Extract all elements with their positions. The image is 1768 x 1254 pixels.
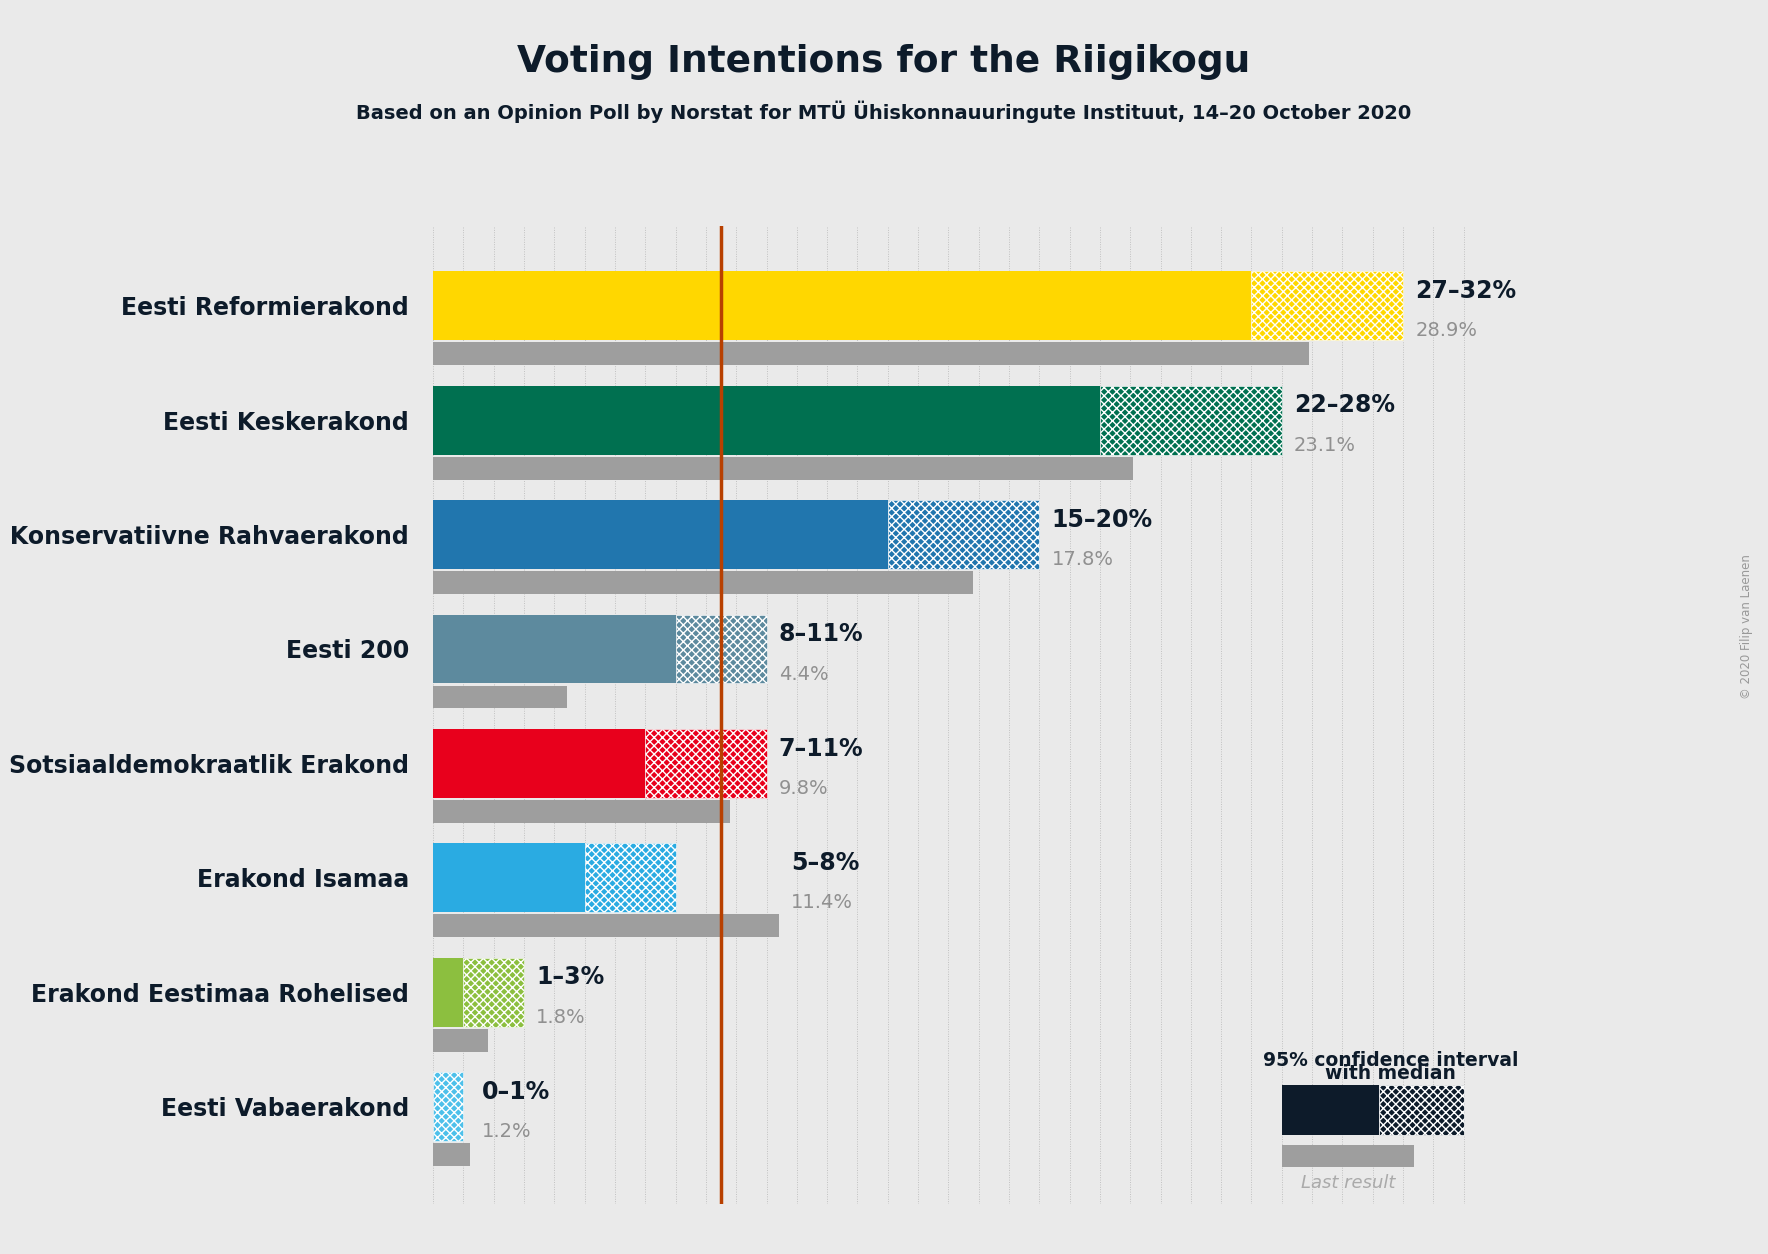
Bar (433, 686, 566, 709)
Text: 28.9%: 28.9% (1414, 321, 1476, 341)
Bar (433, 572, 972, 594)
Bar (1252, 271, 1404, 340)
Text: Based on an Opinion Poll by Norstat for MTÜ Ühiskonnauuringute Instituut, 14–20 : Based on an Opinion Poll by Norstat for … (357, 100, 1411, 123)
Bar (433, 500, 888, 569)
Bar (433, 271, 1252, 340)
Text: 0–1%: 0–1% (481, 1080, 550, 1104)
Bar (433, 614, 675, 683)
Text: 5–8%: 5–8% (790, 851, 859, 875)
Bar (645, 729, 767, 798)
Text: © 2020 Filip van Laenen: © 2020 Filip van Laenen (1740, 554, 1754, 700)
Bar (433, 729, 645, 798)
Bar (433, 342, 1308, 365)
Bar (433, 456, 1133, 480)
Text: 4.4%: 4.4% (778, 665, 827, 683)
Text: 7–11%: 7–11% (778, 736, 863, 760)
Bar (433, 1144, 470, 1166)
Bar (888, 500, 1040, 569)
Bar (433, 1028, 488, 1052)
Text: Last result: Last result (1301, 1174, 1395, 1191)
Text: 15–20%: 15–20% (1052, 508, 1153, 532)
Bar (433, 386, 1100, 454)
Text: 8–11%: 8–11% (778, 622, 863, 646)
Bar (433, 844, 585, 912)
Text: 11.4%: 11.4% (790, 893, 852, 913)
Bar (1100, 386, 1282, 454)
Bar (585, 844, 675, 912)
Bar (433, 800, 730, 823)
Bar (433, 1072, 463, 1141)
Bar (433, 958, 463, 1027)
Bar (675, 614, 767, 683)
Bar (433, 914, 778, 937)
Text: 23.1%: 23.1% (1294, 436, 1356, 455)
Text: 95% confidence interval: 95% confidence interval (1262, 1051, 1519, 1070)
Text: 17.8%: 17.8% (1052, 551, 1114, 569)
Text: with median: with median (1324, 1065, 1457, 1083)
Text: 1.2%: 1.2% (481, 1122, 530, 1141)
Bar (463, 958, 523, 1027)
Text: Voting Intentions for the Riigikogu: Voting Intentions for the Riigikogu (518, 44, 1250, 80)
Text: 9.8%: 9.8% (778, 779, 827, 798)
Text: 27–32%: 27–32% (1414, 278, 1517, 303)
Text: 1.8%: 1.8% (536, 1008, 585, 1027)
Text: 22–28%: 22–28% (1294, 394, 1395, 418)
Text: 1–3%: 1–3% (536, 966, 605, 989)
